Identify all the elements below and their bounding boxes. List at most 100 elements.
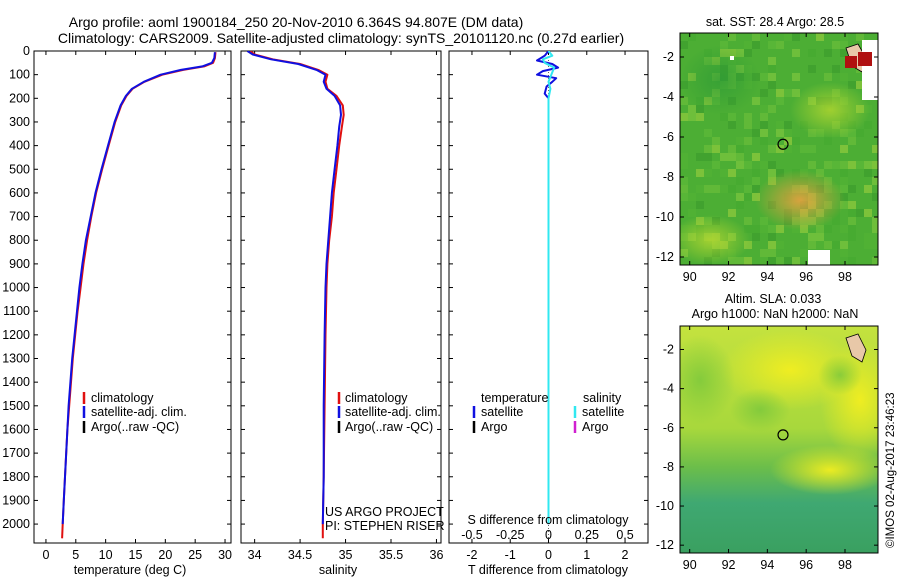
sst-texture-cell [760, 249, 768, 257]
series-line-satellite-adj-clim- [61, 52, 216, 525]
map-y-tick-label: -8 [663, 460, 674, 474]
argo-float-marker [777, 138, 789, 150]
sst-texture-cell [696, 113, 704, 121]
sst-texture-cell [744, 161, 752, 169]
sst-texture-cell [704, 145, 712, 153]
legend-header-salinity: salinity [583, 391, 622, 405]
sst-texture-cell [704, 129, 712, 137]
legend-label-climatology: climatology [91, 391, 154, 405]
sst-texture-cell [768, 169, 776, 177]
sst-texture-cell [736, 177, 744, 185]
x-tick-top-label: 0.5 [616, 528, 633, 542]
sst-texture-cell [832, 41, 840, 49]
sst-texture-cell [824, 73, 832, 81]
sst-texture-cell [728, 153, 736, 161]
sst-texture-cell [808, 233, 816, 241]
depth-tick-label: 1900 [2, 493, 30, 507]
sst-texture-cell [856, 81, 864, 89]
sst-texture-cell [768, 105, 776, 113]
sst-texture-cell [768, 81, 776, 89]
sst-texture-cell [728, 209, 736, 217]
sst-texture-cell [752, 177, 760, 185]
sla-map-frame [679, 325, 879, 554]
sst-texture-cell [840, 41, 848, 49]
imos-timestamp: ©IMOS 02-Aug-2017 23:46:23 [885, 392, 897, 548]
sst-texture-cell [800, 145, 808, 153]
sst-heatmap [680, 33, 878, 265]
sst-texture-cell [864, 169, 872, 177]
sst-texture-cell [872, 241, 878, 249]
sst-texture-cell [824, 241, 832, 249]
sst-texture-cell [736, 137, 744, 145]
legend-header-temperature: temperature [481, 391, 548, 405]
sst-texture-cell [680, 177, 688, 185]
x-tick-label: -1 [505, 548, 516, 562]
sst-texture-cell [720, 185, 728, 193]
sst-texture-cell [688, 209, 696, 217]
sst-texture-cell [696, 153, 704, 161]
map-y-tick-label: -6 [663, 130, 674, 144]
sst-texture-cell [784, 89, 792, 97]
sst-texture-cell [752, 129, 760, 137]
sst-texture-cell [680, 41, 688, 49]
sst-texture-cell [688, 193, 696, 201]
sst-texture-cell [744, 217, 752, 225]
sst-texture-cell [768, 257, 776, 265]
legend-label-s-argo: Argo [582, 420, 608, 434]
sst-texture-cell [712, 161, 720, 169]
sst-texture-cell [768, 241, 776, 249]
legend-label-climatology: climatology [345, 391, 408, 405]
sst-texture-cell [760, 137, 768, 145]
sla-land-island [845, 333, 867, 363]
sst-texture-cell [840, 185, 848, 193]
sst-texture-cell [704, 153, 712, 161]
x-tick-label: 36 [430, 548, 444, 562]
sst-hot-cell [845, 56, 857, 68]
sst-texture-cell [792, 89, 800, 97]
sst-texture-cell [856, 33, 864, 41]
project-annotation: US ARGO PROJECT [325, 505, 444, 519]
sst-texture-cell [760, 217, 768, 225]
sst-missing-data [808, 250, 830, 265]
sst-texture-cell [736, 201, 744, 209]
depth-tick-label: 400 [9, 139, 30, 153]
sst-hot-cell [858, 52, 872, 66]
sst-texture-cell [840, 161, 848, 169]
sla-map-panel: Altim. SLA: 0.033 Argo h1000: NaN h2000:… [656, 292, 879, 572]
map-x-tick-label: 90 [683, 270, 697, 284]
sst-texture-cell [864, 209, 872, 217]
map-x-tick-label: 98 [838, 270, 852, 284]
temperature-legend: climatology satellite-adj. clim. Argo(..… [82, 391, 187, 434]
sst-texture-cell [832, 241, 840, 249]
salinity-axis: 34 34.5 35 35.5 36 [248, 51, 444, 562]
sst-texture-cell [760, 113, 768, 121]
x-tick-label: 5 [72, 548, 79, 562]
depth-tick-label: 200 [9, 91, 30, 105]
depth-tick-label: 900 [9, 257, 30, 271]
sst-texture-cell [744, 257, 752, 265]
sst-texture-cell [776, 121, 784, 129]
sst-texture-cell [840, 33, 848, 41]
x-tick-label: 20 [158, 548, 172, 562]
sst-texture-cell [792, 137, 800, 145]
map-x-tick-label: 96 [799, 270, 813, 284]
sst-texture-cell [840, 241, 848, 249]
sst-texture-cell [864, 233, 872, 241]
map-y-tick-label: -12 [656, 250, 674, 264]
sst-texture-cell [720, 41, 728, 49]
depth-tick-label: 1100 [3, 304, 30, 318]
sst-texture-cell [784, 33, 792, 41]
sst-texture-cell [704, 185, 712, 193]
sla-map-title-line2: Argo h1000: NaN h2000: NaN [692, 307, 859, 321]
sst-texture-cell [680, 153, 688, 161]
sst-texture-cell [832, 217, 840, 225]
sst-texture-cell [816, 225, 824, 233]
sst-texture-cell [728, 113, 736, 121]
sst-texture-cell [760, 129, 768, 137]
legend-label-t-argo: Argo [481, 420, 507, 434]
x-tick-label: 30 [218, 548, 232, 562]
series-line-climatology [249, 51, 345, 539]
sst-texture-cell [760, 257, 768, 265]
map-x-tick-label: 92 [722, 558, 736, 572]
sst-texture-cell [744, 193, 752, 201]
